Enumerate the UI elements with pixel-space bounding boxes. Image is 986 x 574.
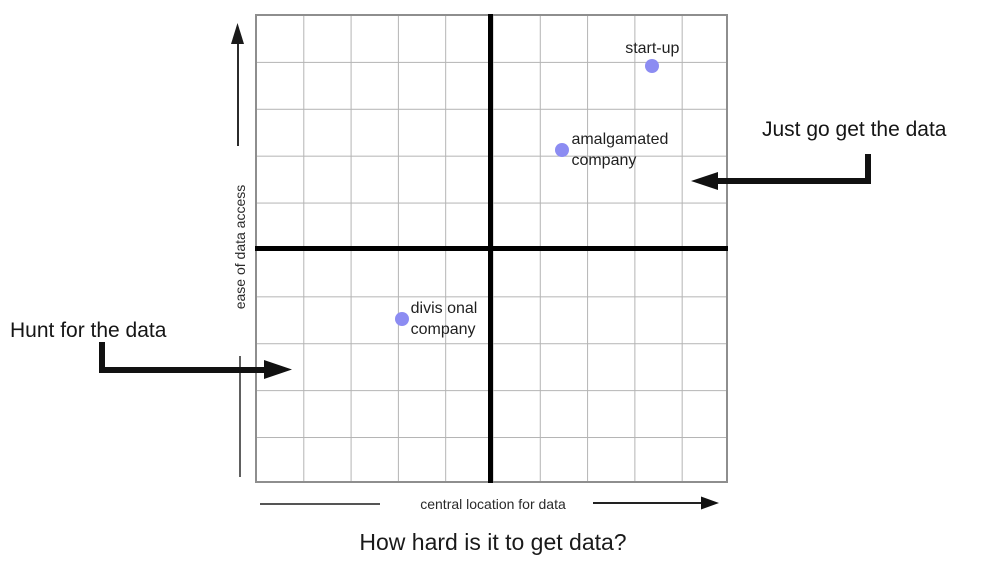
point-label-line: divis onal [410, 299, 478, 317]
chart-title: How hard is it to get data? [359, 529, 627, 555]
x-axis-arrow-right-icon [593, 496, 719, 510]
point-label-line: amalgamated [571, 131, 669, 148]
point-label-line: company [571, 152, 637, 169]
annotation-hunt-for-the-data: Hunt for the data [10, 319, 167, 342]
x-axis-label: central location for data [420, 496, 566, 512]
point-marker-start-up [645, 58, 660, 73]
annotation-just-go-get-the-data: Just go get the data [762, 118, 947, 141]
point-marker-divisional-company [394, 311, 409, 326]
horizontal-quadrant-divider [255, 246, 728, 251]
point-label-amalgamated-company: amalgamated company [571, 129, 668, 171]
point-label-start-up: start-up [625, 38, 679, 59]
point-marker-amalgamated-company [555, 143, 570, 157]
point-label-divisional-company: divis onal company [411, 298, 478, 340]
y-axis-arrow-up-icon [231, 23, 244, 146]
point-label-line: start-up [625, 39, 680, 57]
y-axis-label: ease of data access [232, 184, 248, 310]
point-label-line: company [410, 320, 476, 338]
